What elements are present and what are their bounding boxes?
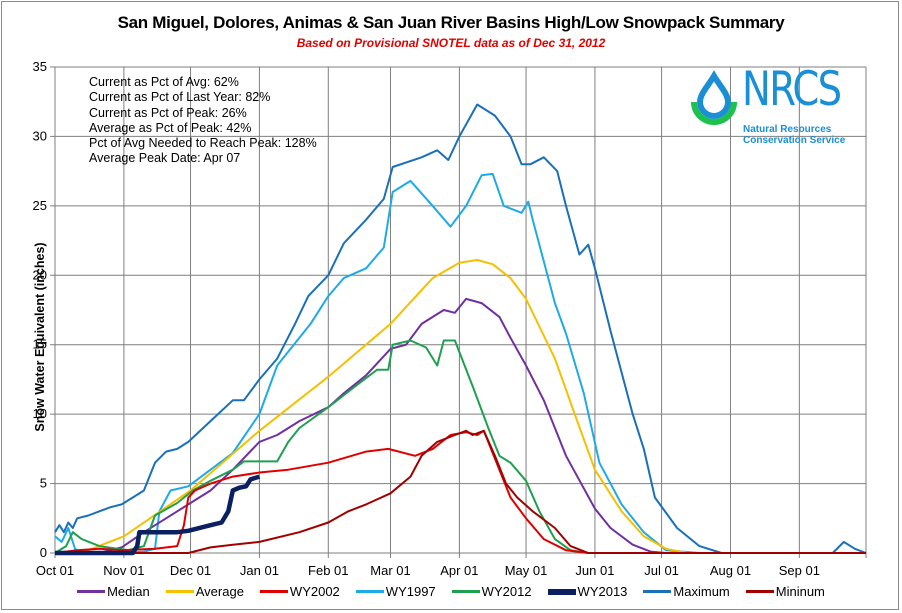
series-line-mininum — [55, 429, 866, 554]
stat-pct-avg: Current as Pct of Avg: 62% — [89, 75, 239, 89]
series-line-maximum — [54, 103, 867, 554]
series-group — [54, 103, 867, 556]
legend-label: WY2012 — [481, 584, 532, 599]
chart-title: San Miguel, Dolores, Animas & San Juan R… — [117, 13, 785, 32]
legend-swatch — [77, 590, 106, 593]
y-tick-label: 30 — [33, 128, 47, 143]
legend-item-wy2012: WY2012 — [451, 584, 532, 599]
legend-item-maximum: Maximum — [643, 584, 730, 599]
legend-swatch — [259, 590, 288, 593]
series-line-wy2012 — [54, 339, 866, 554]
x-tick-label: Apr 01 — [440, 563, 478, 578]
x-tick-label: Jun 01 — [575, 563, 614, 578]
x-tick-label: Aug 01 — [710, 563, 751, 578]
x-tick-label: Oct 01 — [36, 563, 74, 578]
nrcs-logo-icon — [691, 70, 737, 125]
legend-label: Median — [107, 584, 150, 599]
stat-avg-pct-peak: Average as Pct of Peak: 42% — [89, 120, 252, 135]
x-tick-label: Jan 01 — [240, 563, 279, 578]
legend-label: WY2002 — [289, 584, 340, 599]
y-tick-label: 25 — [33, 198, 47, 213]
legend-swatch — [547, 588, 576, 595]
grid — [50, 66, 867, 558]
ground-arc-icon — [691, 101, 737, 125]
legend-swatch — [355, 590, 384, 593]
legend-swatch — [451, 590, 480, 593]
legend-swatch — [643, 590, 672, 593]
x-tick-label: Jul 01 — [644, 563, 679, 578]
legend-item-median: Median — [77, 584, 150, 599]
logo-text: NRCS — [742, 62, 842, 117]
y-tick-label: 15 — [33, 337, 47, 352]
chart-legend: Median Average WY2002 WY1997 WY2012 WY2013 Max… — [0, 584, 902, 599]
legend-label: Average — [195, 584, 244, 599]
series-line-median — [55, 297, 866, 554]
legend-swatch — [165, 590, 194, 593]
y-tick-label: 20 — [33, 267, 47, 282]
y-tick-label: 0 — [40, 545, 47, 560]
logo-subtitle: Natural Resources Conservation Service — [743, 124, 845, 146]
legend-item-average: Average — [165, 584, 244, 599]
legend-item-wy1997: WY1997 — [355, 584, 436, 599]
y-tick-label: 10 — [33, 406, 47, 421]
series-line-wy2013 — [55, 474, 261, 556]
chart-subtitle: Based on Provisional SNOTEL data as of D… — [296, 36, 606, 50]
series-line-average — [54, 259, 866, 554]
y-tick-labels: 0 5 10 15 20 25 30 35 — [33, 59, 47, 560]
series-line-wy1997 — [54, 172, 866, 554]
y-tick-label: 35 — [33, 59, 47, 74]
stats-annotation: Current as Pct of Avg: 62% Current as Pc… — [89, 75, 317, 167]
x-tick-label: Mar 01 — [370, 563, 410, 578]
y-tick-label: 5 — [40, 476, 47, 491]
legend-item-wy2013: WY2013 — [547, 584, 628, 599]
stat-pct-last-year: Current as Pct of Last Year: 82% — [89, 90, 271, 105]
logo-subtitle-line1: Natural Resources — [743, 124, 832, 135]
stat-peak-date: Average Peak Date: Apr 07 — [89, 151, 241, 166]
stat-needed: Pct of Avg Needed to Reach Peak: 128% — [89, 136, 317, 151]
legend-label: WY1997 — [385, 584, 436, 599]
legend-item-wy2002: WY2002 — [259, 584, 340, 599]
x-tick-label: Nov 01 — [103, 563, 144, 578]
y-axis-label: Snow Water Equivalent (inches) — [33, 242, 47, 432]
legend-label: WY2013 — [577, 584, 628, 599]
legend-label: Maximum — [673, 584, 730, 599]
logo-subtitle-line2: Conservation Service — [743, 135, 846, 146]
water-drop-icon — [696, 70, 732, 119]
x-tick-labels: Oct 01 Nov 01 Dec 01 Jan 01 Feb 01 Mar 01 Apr … — [36, 563, 820, 578]
series-line-wy2002 — [54, 429, 866, 554]
x-tick-label: Sep 01 — [779, 563, 820, 578]
legend-swatch — [745, 590, 774, 593]
legend-label: Mininum — [775, 584, 825, 599]
legend-item-mininum: Mininum — [745, 584, 825, 599]
x-tick-label: May 01 — [505, 563, 548, 578]
x-tick-label: Feb 01 — [308, 563, 348, 578]
x-tick-label: Dec 01 — [170, 563, 211, 578]
stat-pct-peak: Current as Pct of Peak: 26% — [89, 105, 247, 120]
